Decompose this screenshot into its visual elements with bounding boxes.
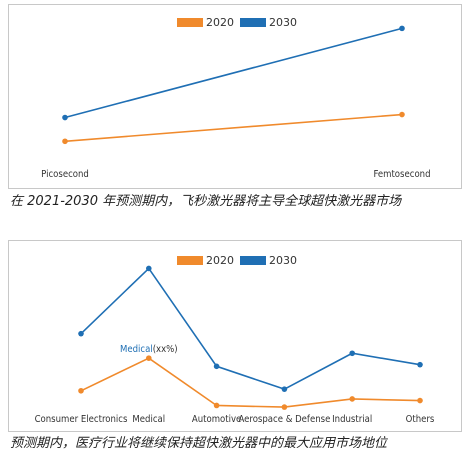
- series-line-2020: [80, 357, 421, 408]
- legend-label-2030: 2030: [269, 16, 297, 29]
- data-point-2030: [399, 25, 405, 32]
- data-point-2030: [417, 361, 423, 368]
- data-point-2030: [62, 114, 68, 121]
- annotation-label: Medical(xx%): [120, 344, 178, 355]
- legend-2: 2020 2030: [177, 254, 303, 267]
- data-point-2020: [146, 355, 152, 361]
- line-chart-2: Consumer Electronics Medical AutomotiveAer…: [35, 265, 435, 425]
- annotation-category: Medical: [120, 344, 153, 355]
- legend-item-2020: 2020: [177, 16, 234, 29]
- x-tick-label: Automotive: [192, 414, 241, 425]
- data-point-2030: [281, 386, 288, 392]
- x-tick-label: Picosecond: [41, 169, 89, 180]
- x-tick-label: Others: [406, 414, 435, 425]
- legend-label-2030: 2030: [269, 254, 297, 267]
- data-point-2020: [349, 396, 356, 402]
- data-point-2020: [213, 402, 220, 409]
- x-tick-label: Medical: [132, 414, 165, 425]
- x-tick-label: Femtosecond: [373, 169, 430, 180]
- legend-label-2020: 2020: [206, 16, 234, 29]
- legend-item-2030: 2030: [240, 16, 297, 29]
- data-point-2030: [146, 265, 152, 272]
- chart-panel-2: 2020 2030 Consumer Electronics Medical Aut…: [8, 240, 462, 432]
- legend-item-2030: 2030: [240, 254, 297, 267]
- annotation-suffix: (xx%): [153, 344, 178, 355]
- legend-swatch-2020: [177, 256, 203, 265]
- legend-swatch-2030: [240, 18, 266, 27]
- data-point-2030: [349, 350, 356, 357]
- data-point-2020: [62, 138, 68, 145]
- data-point-2020: [417, 397, 423, 404]
- data-point-2020: [281, 404, 288, 410]
- data-point-2020: [399, 111, 405, 118]
- series-line-2030: [80, 267, 421, 391]
- legend-swatch-2020: [177, 18, 203, 27]
- chart-panel-1: 2020 2030 Picosecond Femtosecond: [8, 4, 462, 189]
- series-line-2020: [64, 113, 403, 143]
- line-chart-1: Picosecond Femtosecond: [41, 25, 431, 180]
- x-tick-label: Consumer Electronics: [35, 414, 128, 425]
- x-tick-label: Aerospace & Defense: [238, 414, 330, 425]
- series-line-2030: [64, 27, 403, 119]
- legend-label-2020: 2020: [206, 254, 234, 267]
- data-point-2030: [78, 330, 84, 337]
- legend-swatch-2030: [240, 256, 266, 265]
- x-tick-label: Industrial: [332, 414, 372, 425]
- data-point-2030: [213, 363, 220, 370]
- data-point-2020: [78, 387, 84, 394]
- legend-1: 2020 2030: [177, 16, 303, 29]
- legend-item-2020: 2020: [177, 254, 234, 267]
- caption-1: 在 2021-2030 年预测期内，飞秒激光器将主导全球超快激光器市场: [10, 194, 402, 209]
- caption-2: 预测期内，医疗行业将继续保持超快激光器中的最大应用市场地位: [10, 436, 388, 451]
